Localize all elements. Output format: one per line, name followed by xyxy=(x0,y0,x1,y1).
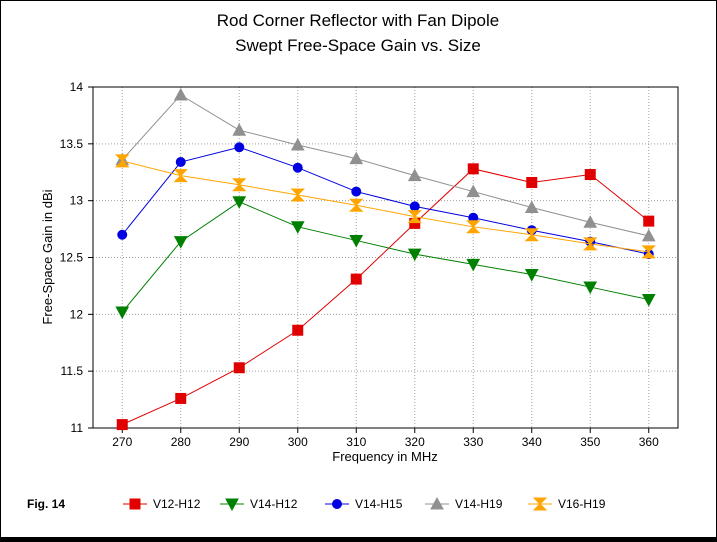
legend-marker xyxy=(430,496,444,510)
data-point xyxy=(173,169,188,183)
legend-label: V16-H19 xyxy=(558,497,606,511)
data-point xyxy=(524,228,539,242)
data-point xyxy=(350,273,362,285)
legend-marker xyxy=(332,499,342,509)
series-v16-h19 xyxy=(115,154,656,259)
legend-marker xyxy=(129,498,141,510)
data-point xyxy=(643,215,655,227)
series-group xyxy=(115,87,656,431)
data-point xyxy=(175,392,187,404)
series-line xyxy=(121,94,649,237)
y-tick-label: 12 xyxy=(70,307,84,321)
series-v12-h12 xyxy=(116,163,655,431)
data-point xyxy=(584,169,596,181)
data-point xyxy=(115,154,130,168)
data-point xyxy=(117,229,128,240)
x-tick-label: 300 xyxy=(288,435,308,449)
legend-item: V14-H15 xyxy=(325,497,403,511)
data-point xyxy=(349,234,364,248)
data-point xyxy=(583,237,598,251)
y-tick-label: 11 xyxy=(71,421,84,435)
series-line xyxy=(121,201,649,313)
legend-item: V16-H19 xyxy=(528,497,606,511)
x-tick-label: 310 xyxy=(346,435,366,449)
data-point xyxy=(290,221,305,234)
y-tick-label: 14 xyxy=(70,80,84,94)
data-point xyxy=(290,137,305,151)
x-tick-label: 270 xyxy=(112,435,132,449)
legend-label: V14-H12 xyxy=(250,497,298,511)
legend-item: V12-H12 xyxy=(123,497,201,511)
x-tick-label: 320 xyxy=(405,435,425,449)
data-point xyxy=(641,228,656,242)
data-point xyxy=(407,168,422,182)
series-line xyxy=(122,160,649,253)
data-point xyxy=(524,269,539,282)
legend-label: V12-H12 xyxy=(153,497,201,511)
data-point xyxy=(583,281,598,295)
y-tick-label: 11.5 xyxy=(61,364,84,378)
grid xyxy=(93,86,678,429)
data-point xyxy=(407,248,422,262)
data-point xyxy=(466,220,481,234)
data-point xyxy=(641,294,656,307)
chart-subtitle: Swept Free-Space Gain vs. Size xyxy=(235,36,481,55)
y-axis-label: Free-Space Gain in dBi xyxy=(40,189,55,324)
data-point xyxy=(292,324,304,336)
data-point xyxy=(232,123,247,136)
y-tick-label: 12.5 xyxy=(60,251,84,265)
x-tick-label: 330 xyxy=(463,435,483,449)
data-point xyxy=(292,162,303,173)
data-point xyxy=(116,419,128,431)
x-tick-label: 350 xyxy=(580,435,600,449)
y-axis: 11 11.5 12 12.5 13 13.5 14 xyxy=(60,80,93,435)
series-v14-h19 xyxy=(115,87,656,242)
x-tick-label: 280 xyxy=(171,435,191,449)
series-line xyxy=(121,146,649,255)
y-tick-label: 13 xyxy=(70,194,84,208)
data-point xyxy=(173,236,188,249)
data-point xyxy=(467,163,479,175)
legend-label: V14-H15 xyxy=(355,497,403,511)
legend-marker xyxy=(225,498,239,512)
x-tick-label: 340 xyxy=(522,435,542,449)
data-point xyxy=(234,142,245,153)
data-point xyxy=(583,215,598,228)
data-point xyxy=(173,87,188,101)
data-point xyxy=(232,196,247,209)
data-point xyxy=(466,258,481,272)
data-point xyxy=(115,306,130,320)
chart-title: Rod Corner Reflector with Fan Dipole xyxy=(217,11,500,30)
data-point xyxy=(232,178,247,192)
data-point xyxy=(175,157,186,168)
data-point xyxy=(641,245,656,259)
x-tick-label: 290 xyxy=(229,435,249,449)
data-point xyxy=(409,201,420,212)
legend-item: V14-H12 xyxy=(220,497,298,512)
x-tick-label: 360 xyxy=(639,435,659,449)
legend: V12-H12 V14-H12 V14-H15 V14-H19 V16-H19 xyxy=(123,496,606,512)
data-point xyxy=(466,184,481,198)
series-line xyxy=(122,168,650,426)
y-tick-label: 13.5 xyxy=(60,137,84,151)
x-axis-label: Frequency in MHz xyxy=(332,449,437,464)
data-point xyxy=(524,200,539,213)
data-point xyxy=(290,188,305,202)
data-point xyxy=(526,176,538,188)
data-point xyxy=(351,186,362,197)
series-v14-h12 xyxy=(115,196,656,320)
x-axis: 270 280 290 300 310 320 330 340 350 360 xyxy=(112,428,659,449)
legend-label: V14-H19 xyxy=(455,497,503,511)
figure-label: Fig. 14 xyxy=(27,497,65,511)
data-point xyxy=(233,362,245,374)
data-point xyxy=(349,151,364,165)
data-point xyxy=(349,198,364,212)
data-point xyxy=(407,210,422,224)
legend-item: V14-H19 xyxy=(425,496,503,511)
legend-marker xyxy=(532,497,548,511)
